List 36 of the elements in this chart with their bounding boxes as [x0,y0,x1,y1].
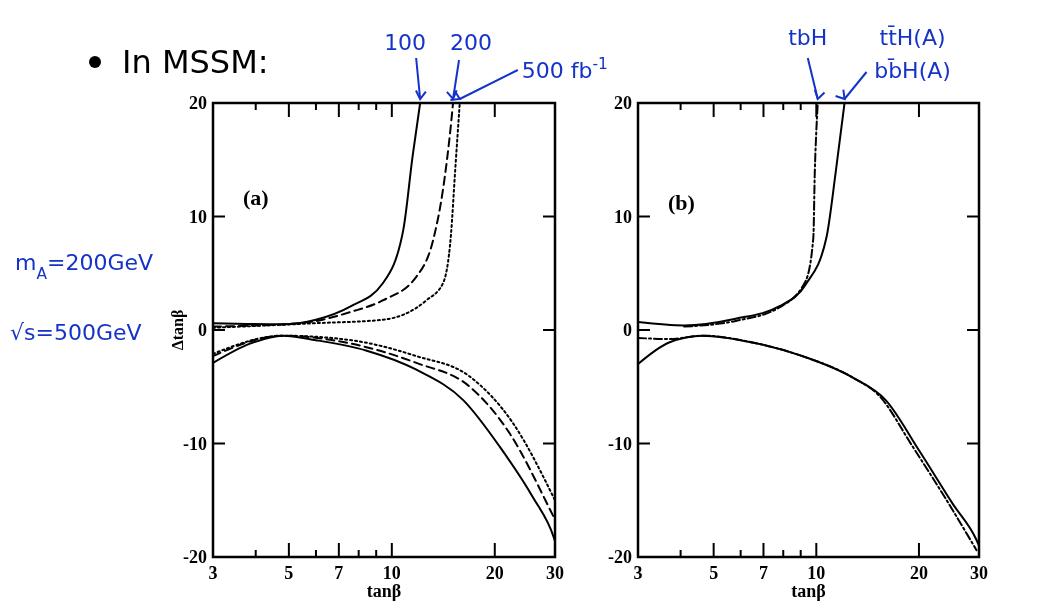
annotation: 100 [384,30,427,55]
annotation: tt̄H(A) [879,24,946,50]
y-tick-label: 20 [614,93,632,114]
annotation: tbH [788,25,828,50]
x-tick-label: 30 [546,563,564,583]
y-tick-label: -10 [183,433,207,454]
annotation: (a) [243,185,269,210]
x-tick-label: 5 [284,563,294,583]
text: m$_{A}$=200GeV [15,250,154,283]
x-tick-label: 3 [208,563,218,583]
x-tick-label: 10 [382,563,401,583]
x-tick-label: 5 [709,563,719,583]
y-axis-title: Δtanβ [169,309,187,351]
y-tick-label: 0 [198,320,207,341]
chart-title: In MSSM: [122,43,269,81]
y-tick-label: 10 [614,206,632,227]
y-tick-label: -20 [608,547,632,568]
y-tick-label: -20 [183,547,207,568]
annotation: bb̄H(A) [874,57,951,83]
x-tick-label: 20 [909,563,928,583]
annotation: 200 [450,30,493,55]
x-tick-label: 30 [970,563,988,583]
text: √s=500GeV [10,320,142,345]
x-tick-label: 20 [485,563,504,583]
x-tick-label: 7 [758,563,768,583]
y-tick-label: 20 [189,93,207,114]
x-tick-label: 10 [807,563,826,583]
annotation: (b) [668,190,695,215]
y-tick-label: -10 [608,433,632,454]
x-axis-title: tanβ [791,581,826,601]
x-tick-label: 3 [633,563,643,583]
y-tick-label: 0 [623,320,632,341]
annotation: 500 fb$^{-1}$ [521,55,608,83]
x-tick-label: 7 [334,563,344,583]
x-axis-title: tanβ [366,581,402,601]
y-tick-label: 10 [189,206,207,227]
